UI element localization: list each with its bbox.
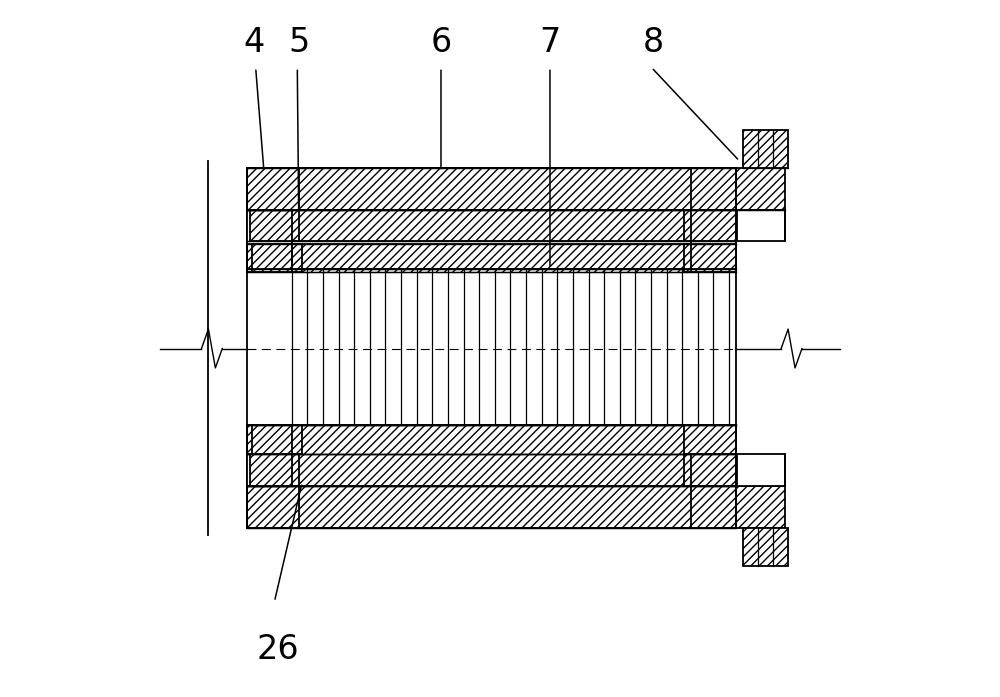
Bar: [247, 454, 736, 486]
Bar: [247, 486, 736, 528]
Bar: [252, 425, 292, 454]
Bar: [736, 168, 785, 210]
Bar: [247, 168, 736, 210]
Bar: [691, 210, 736, 486]
Bar: [691, 168, 736, 210]
Bar: [684, 210, 736, 241]
Bar: [247, 168, 299, 210]
Bar: [247, 425, 736, 454]
Bar: [247, 245, 736, 272]
Bar: [247, 245, 302, 272]
Bar: [684, 245, 736, 272]
Text: 26: 26: [257, 633, 299, 666]
Text: 7: 7: [539, 26, 561, 59]
Bar: [737, 454, 785, 486]
Bar: [292, 268, 729, 425]
Bar: [247, 425, 302, 454]
Bar: [743, 528, 788, 566]
Text: 4: 4: [243, 26, 264, 59]
Bar: [247, 486, 299, 528]
Text: 8: 8: [643, 26, 664, 59]
Bar: [247, 210, 292, 486]
Bar: [292, 268, 729, 272]
Bar: [292, 425, 729, 454]
Bar: [684, 425, 736, 454]
Bar: [247, 210, 736, 241]
Bar: [691, 486, 736, 528]
Bar: [250, 454, 299, 486]
Bar: [684, 454, 736, 486]
Bar: [252, 245, 292, 272]
Bar: [743, 130, 788, 168]
Text: 6: 6: [430, 26, 452, 59]
Bar: [736, 486, 785, 528]
Bar: [250, 210, 299, 241]
Bar: [737, 210, 785, 241]
Text: 5: 5: [289, 26, 310, 59]
